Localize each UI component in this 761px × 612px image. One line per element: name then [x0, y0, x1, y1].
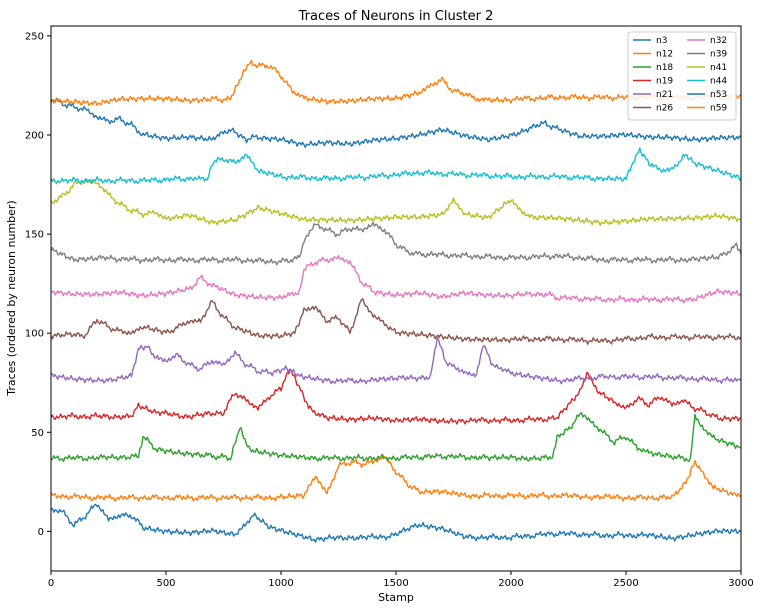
series-line-n44 [50, 147, 742, 185]
x-tick-label: 1500 [383, 578, 408, 589]
legend-label-n53: n53 [710, 90, 727, 100]
x-tick-label: 500 [156, 578, 175, 589]
series-line-n41 [50, 178, 742, 227]
x-tick-label: 0 [48, 578, 54, 589]
y-tick-label: 150 [25, 230, 44, 241]
y-tick-label: 100 [25, 329, 44, 340]
x-axis-label: Stamp [378, 591, 414, 604]
series-line-n12 [50, 454, 742, 502]
legend-label-n12: n12 [656, 50, 673, 60]
y-tick-label: 0 [38, 527, 44, 538]
x-axis: 0 500 1000 1500 2000 2500 3000 [48, 571, 754, 589]
legend-label-n44: n44 [710, 77, 727, 87]
legend-label-n18: n18 [656, 63, 673, 73]
x-tick-label: 2500 [613, 578, 638, 589]
x-tick-label: 3000 [728, 578, 753, 589]
series-line-n53 [50, 97, 742, 149]
series-line-n32 [51, 254, 742, 304]
y-axis: 0 50 100 150 200 250 [25, 31, 51, 538]
y-axis-label: Traces (ordered by neuron number) [5, 200, 18, 396]
chart-title: Traces of Neurons in Cluster 2 [298, 9, 494, 24]
x-tick-label: 1000 [268, 578, 293, 589]
series-line-n19 [50, 368, 742, 425]
legend-label-n39: n39 [710, 50, 727, 60]
series-line-n21 [50, 336, 742, 385]
series-line-n18 [50, 412, 742, 463]
series-line-n59 [50, 59, 742, 107]
y-tick-label: 200 [25, 131, 44, 142]
legend-label-n41: n41 [710, 63, 727, 73]
legend-label-n32: n32 [710, 36, 727, 46]
y-tick-label: 50 [31, 428, 44, 439]
legend-box [627, 31, 737, 121]
legend-label-n26: n26 [656, 104, 673, 114]
legend-label-n3: n3 [656, 36, 667, 46]
series-line-n26 [50, 298, 742, 345]
legend-label-n21: n21 [656, 90, 673, 100]
series-line-n39 [50, 221, 742, 266]
legend-label-n19: n19 [656, 77, 673, 87]
legend-label-n59: n59 [710, 104, 727, 114]
x-tick-label: 2000 [498, 578, 523, 589]
series-line-n3 [50, 503, 742, 543]
y-tick-label: 250 [25, 31, 44, 42]
series-layer [50, 59, 742, 543]
legend: n3 n12 n18 n19 n21 n26 n32 n39 n41 n44 n53 n59 [627, 31, 737, 121]
